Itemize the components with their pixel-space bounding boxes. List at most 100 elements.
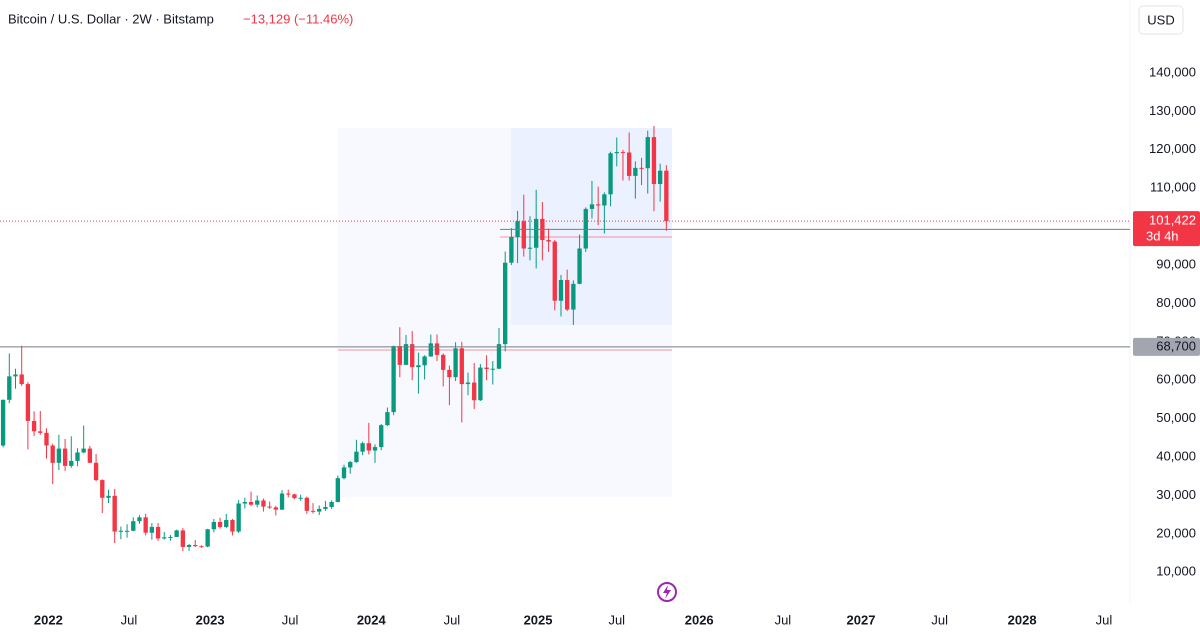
candle-body xyxy=(298,497,303,499)
candle-body xyxy=(267,506,272,508)
currency-label[interactable]: USD xyxy=(1147,12,1174,27)
candle-body xyxy=(577,248,582,284)
candle-body xyxy=(112,495,117,532)
x-tick-label: 2024 xyxy=(357,612,387,627)
price-change: −13,129 (−11.46%) xyxy=(243,11,353,26)
candle-body xyxy=(503,262,508,345)
candle-body xyxy=(56,448,62,463)
candle-body xyxy=(416,365,421,368)
candle-body xyxy=(162,537,167,539)
candle-body xyxy=(626,152,632,176)
candle-body xyxy=(186,545,192,547)
y-tick-label: 10,000 xyxy=(1156,564,1196,579)
x-tick-label: 2026 xyxy=(685,612,714,627)
candle-body xyxy=(447,369,452,378)
candle-body xyxy=(13,374,18,377)
y-tick-label: 140,000 xyxy=(1149,64,1196,79)
x-tick-label: Jul xyxy=(608,612,625,627)
candle-body xyxy=(595,204,601,206)
candle-body xyxy=(602,194,607,206)
candle-body xyxy=(224,520,229,527)
candle-body xyxy=(509,236,514,263)
candle-body xyxy=(19,374,24,385)
candle-body xyxy=(25,384,31,421)
candle-body xyxy=(75,452,80,461)
candle-body xyxy=(292,494,297,499)
candle-body xyxy=(348,462,353,468)
candle-body xyxy=(38,431,43,433)
candle-body xyxy=(323,506,328,509)
candle-body xyxy=(459,348,464,385)
chart-title: Bitcoin / U.S. Dollar · 2W · Bitstamp xyxy=(8,11,214,26)
candle-body xyxy=(137,517,142,522)
candle-body xyxy=(441,354,446,370)
candle-body xyxy=(242,501,248,504)
assistant-icon[interactable] xyxy=(657,582,677,602)
candle-body xyxy=(527,247,533,249)
candle-body xyxy=(558,279,564,301)
y-tick-label: 30,000 xyxy=(1156,487,1196,502)
candle-body xyxy=(329,501,334,507)
candle-body xyxy=(453,348,458,378)
candle-body xyxy=(205,529,210,547)
candle-body xyxy=(534,218,539,248)
candle-body xyxy=(236,503,241,532)
candle-body xyxy=(472,382,477,401)
last-price-label: 101,422 xyxy=(1149,213,1196,228)
candle-body xyxy=(118,530,124,532)
candle-body xyxy=(521,221,526,249)
level-price-label: 68,700 xyxy=(1156,338,1196,353)
candle-body xyxy=(87,448,93,463)
candle-body xyxy=(44,432,49,446)
countdown-label: 3d 4h xyxy=(1146,229,1179,244)
y-tick-label: 20,000 xyxy=(1156,525,1196,540)
candle-body xyxy=(546,240,551,242)
candle-body xyxy=(180,530,186,547)
candle-body xyxy=(106,495,111,498)
x-tick-label: 2023 xyxy=(196,612,225,627)
candle-body xyxy=(385,412,390,426)
candle-body xyxy=(174,530,179,537)
y-tick-label: 40,000 xyxy=(1156,448,1196,463)
candle-body xyxy=(428,343,433,357)
candle-body xyxy=(335,478,340,502)
candle-body xyxy=(230,520,235,532)
candle-body xyxy=(81,448,86,453)
candle-body xyxy=(93,462,99,481)
candle-body xyxy=(583,208,588,249)
candle-body xyxy=(168,536,173,538)
candle-body xyxy=(403,344,409,365)
x-tick-label: Jul xyxy=(1096,612,1113,627)
candle-body xyxy=(484,367,489,370)
candle-body xyxy=(614,152,619,154)
x-tick-label: Jul xyxy=(282,612,299,627)
candle-body xyxy=(255,500,260,505)
candle-body xyxy=(304,497,309,511)
candle-body xyxy=(31,420,37,432)
candle-body xyxy=(69,460,74,466)
x-tick-label: Jul xyxy=(444,612,461,627)
candle-body xyxy=(434,343,440,355)
y-tick-label: 80,000 xyxy=(1156,295,1196,310)
x-tick-label: 2027 xyxy=(847,612,876,627)
x-tick-label: 2028 xyxy=(1008,612,1037,627)
candle-body xyxy=(379,425,384,448)
candle-body xyxy=(366,443,371,451)
currency-button[interactable] xyxy=(1138,5,1184,35)
x-tick-label: Jul xyxy=(931,612,948,627)
candle-body xyxy=(50,445,55,463)
candle-body xyxy=(391,346,396,413)
candle-body xyxy=(248,501,254,505)
y-tick-label: 90,000 xyxy=(1156,256,1196,271)
candle-body xyxy=(261,500,266,507)
candle-body xyxy=(651,137,657,184)
candle-body xyxy=(360,443,365,452)
candle-body xyxy=(465,382,471,385)
candle-body xyxy=(354,451,359,463)
candle-body xyxy=(664,170,669,222)
candle-body xyxy=(279,493,285,510)
candle-body xyxy=(639,167,644,169)
candle-body xyxy=(317,508,322,512)
candle-body xyxy=(310,510,316,512)
